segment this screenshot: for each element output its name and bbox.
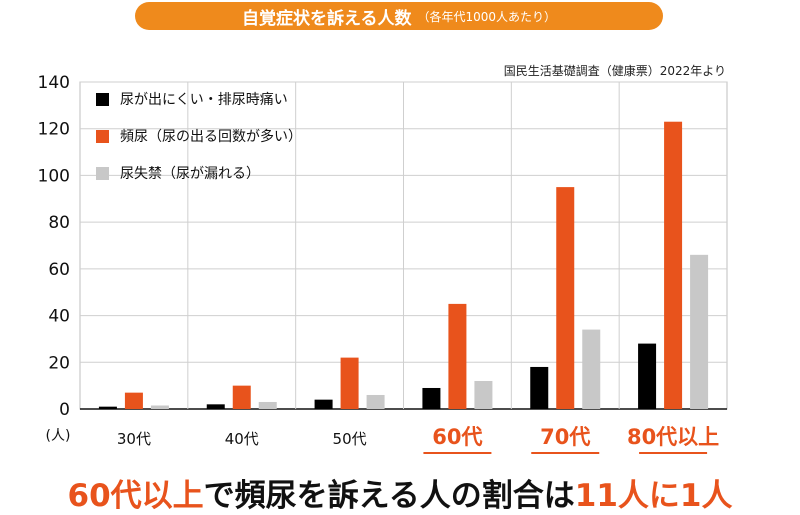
chart-title: 自覚症状を訴える人数: [241, 8, 412, 29]
x-tick-label: 60代: [432, 425, 482, 449]
bar-2: [232, 385, 251, 409]
bar-1: [206, 404, 225, 409]
bar-3: [366, 394, 385, 409]
footer-highlight-ratio: 11人に1人: [574, 478, 733, 514]
y-tick-label: 80: [48, 213, 70, 233]
legend-swatch: [96, 130, 109, 143]
legend-swatch: [96, 93, 109, 106]
y-tick-label: 40: [48, 307, 70, 327]
bar-1: [314, 399, 333, 409]
legend-label: 尿失禁（尿が漏れる）: [120, 166, 260, 182]
bar-2: [448, 303, 467, 409]
bar-1: [530, 366, 549, 409]
bar-3: [582, 329, 601, 409]
chart-subtitle: （各年代1000人あたり）: [417, 9, 557, 24]
legend-label: 頻尿（尿の出る回数が多い）: [120, 128, 302, 145]
x-tick-label: 50代: [333, 430, 367, 448]
footer-text: で頻尿を訴える人の割合は: [203, 478, 575, 514]
y-axis-ticks: 0 20 40 60 80 100 120 140: [38, 73, 70, 420]
title-banner: 自覚症状を訴える人数 （各年代1000人あたり）: [135, 2, 663, 30]
bar-2: [340, 357, 359, 409]
bar-2: [124, 392, 143, 409]
bar-3: [258, 401, 277, 409]
y-tick-label: 0: [59, 400, 70, 420]
y-tick-label: 120: [38, 120, 70, 140]
bar-2: [556, 187, 575, 409]
y-tick-label: 140: [38, 73, 70, 93]
legend-swatch: [96, 167, 109, 180]
footer-conclusion: 60代以上で頻尿を訴える人の割合は11人に1人: [0, 470, 800, 515]
bar-3: [474, 380, 493, 409]
x-axis-ticks: 30代 40代 50代 60代 70代 80代以上: [117, 425, 719, 454]
y-tick-label: 20: [48, 353, 70, 373]
x-tick-label: 70代: [540, 425, 590, 449]
bar-3: [150, 405, 169, 409]
footer-highlight-age: 60代以上: [67, 478, 204, 514]
x-tick-label: 30代: [117, 430, 151, 448]
bar-3: [690, 254, 709, 409]
y-tick-label: 100: [38, 166, 70, 186]
bars: [98, 121, 709, 409]
x-tick-label: 80代以上: [627, 425, 719, 449]
grid-lines: [79, 81, 728, 410]
data-source-note: 国民生活基礎調査（健康票）2022年より: [503, 64, 726, 78]
y-unit-label: (人): [46, 428, 71, 444]
y-tick-label: 60: [48, 260, 70, 280]
bar-1: [422, 387, 441, 409]
legend-label: 尿が出にくい・排尿時痛い: [120, 91, 288, 108]
bar-1: [98, 406, 117, 409]
bar-2: [664, 121, 683, 409]
bar-1: [638, 343, 657, 409]
x-tick-label: 40代: [225, 430, 259, 448]
